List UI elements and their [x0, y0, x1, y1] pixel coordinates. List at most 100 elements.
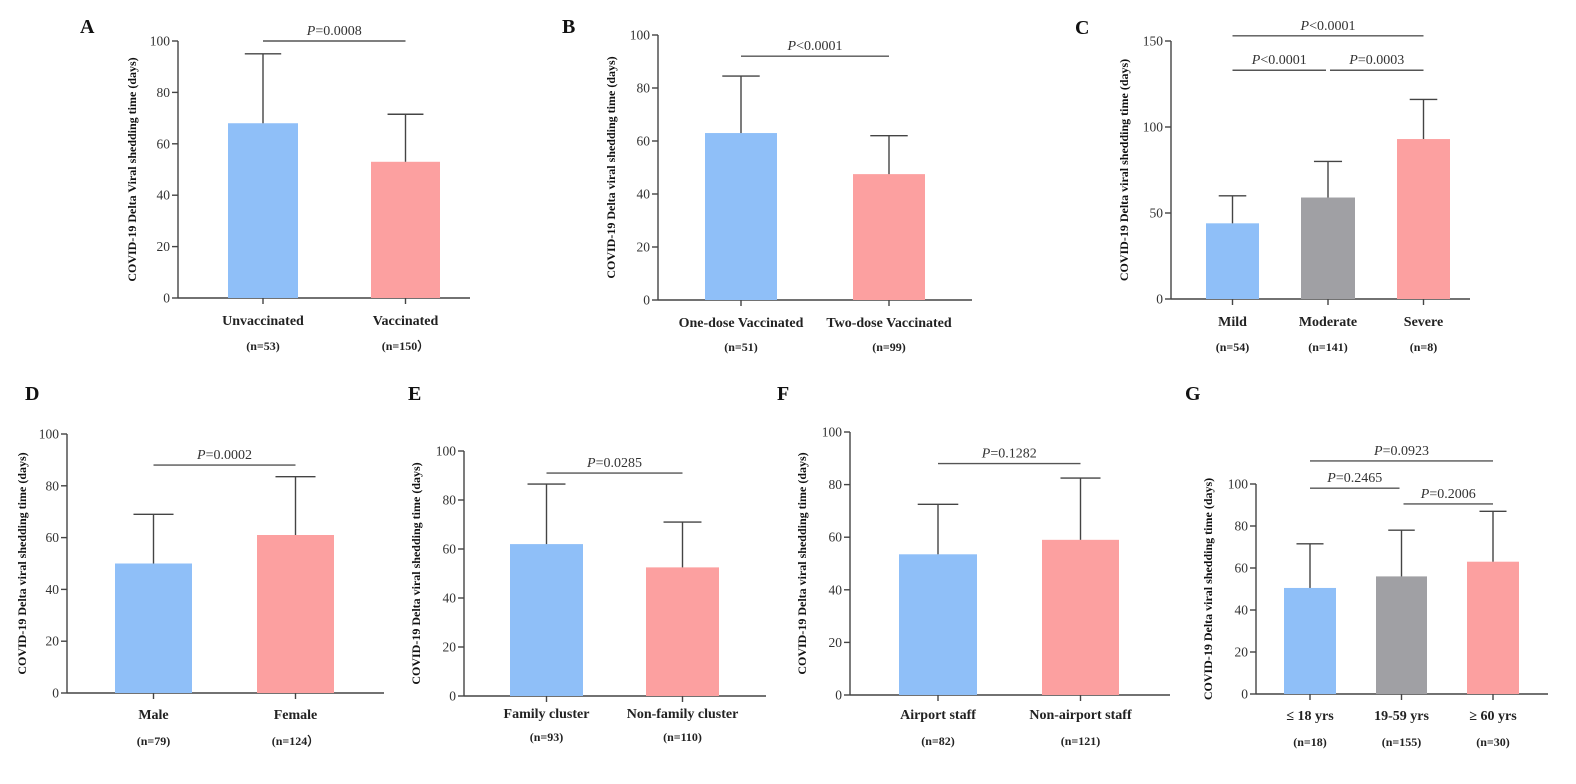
- x-category-label: Two-dose Vaccinated: [826, 316, 952, 331]
- bar: [257, 535, 334, 693]
- p-value-label: P=0.1282: [981, 447, 1037, 462]
- p-value: =0.0285: [596, 456, 642, 471]
- p-symbol: P: [1300, 19, 1310, 34]
- y-axis-label: COVID-19 Delta viral shedding time (days…: [795, 452, 809, 674]
- y-tick-label: 0: [835, 688, 842, 703]
- x-category-label: ≤ 18 yrs: [1286, 709, 1334, 724]
- sample-size-label: (n=93): [530, 730, 564, 744]
- sample-size-label: (n=110): [663, 730, 702, 744]
- p-symbol: P: [787, 39, 797, 54]
- p-symbol: P: [1420, 487, 1430, 502]
- y-tick-label: 0: [52, 686, 59, 701]
- y-tick-label: 100: [436, 444, 457, 459]
- bar: [1042, 539, 1119, 695]
- bar: [228, 123, 298, 299]
- y-tick-label: 0: [1241, 687, 1248, 702]
- y-tick-label: 20: [637, 240, 651, 255]
- x-category-label: Moderate: [1299, 315, 1357, 330]
- y-tick-label: 100: [630, 28, 651, 43]
- y-axis-label: COVID-19 Delta viral shedding time (days…: [1117, 59, 1131, 281]
- y-tick-label: 20: [829, 635, 843, 650]
- p-value: <0.0001: [796, 39, 842, 54]
- p-value-label: P=0.0003: [1348, 53, 1404, 68]
- bar: [853, 174, 925, 300]
- y-tick-label: 60: [1235, 561, 1249, 576]
- panel-letter: C: [1075, 17, 1089, 39]
- p-value-label: P=0.2006: [1420, 487, 1476, 502]
- sample-size-label: (n=150）: [382, 338, 430, 353]
- y-axis-label: COVID-19 Delta viral shedding time (days…: [604, 56, 618, 278]
- panel-b: B COVID-19 Delta viral shedding time (day…: [562, 16, 972, 354]
- x-category-label: Non-family cluster: [627, 707, 739, 722]
- sample-size-label: (n=51): [724, 340, 758, 354]
- bar: [899, 554, 977, 695]
- p-value: =0.0008: [315, 24, 361, 39]
- p-value-label: P=0.2465: [1326, 471, 1382, 486]
- x-category-label: Family cluster: [504, 707, 590, 722]
- sample-size-label: (n=124）: [272, 733, 320, 748]
- y-tick-label: 100: [150, 34, 171, 49]
- y-tick-label: 80: [637, 81, 651, 96]
- y-tick-label: 0: [643, 293, 650, 308]
- y-tick-label: 40: [157, 188, 171, 203]
- y-tick-label: 0: [1156, 292, 1163, 307]
- y-tick-label: 80: [443, 493, 457, 508]
- panel-letter: D: [25, 383, 39, 405]
- x-category-label: Unvaccinated: [222, 314, 304, 329]
- panel-letter: F: [777, 383, 789, 405]
- bar: [1397, 139, 1450, 299]
- x-category-label: 19-59 yrs: [1374, 709, 1429, 724]
- bar: [1301, 197, 1355, 299]
- y-tick-label: 100: [822, 425, 843, 440]
- p-value: =0.1282: [990, 447, 1036, 462]
- x-category-label: Severe: [1404, 315, 1443, 330]
- y-tick-label: 50: [1150, 206, 1164, 221]
- p-value-label: P=0.0002: [196, 448, 252, 463]
- y-axis-label: COVID-19 Delta viral shedding time (days…: [15, 452, 29, 674]
- y-tick-label: 60: [157, 136, 171, 151]
- y-tick-label: 20: [46, 634, 60, 649]
- y-tick-label: 60: [46, 530, 60, 545]
- p-value: =0.0002: [206, 448, 252, 463]
- sample-size-label: (n=155): [1382, 735, 1422, 749]
- sample-size-label: (n=54): [1216, 340, 1250, 354]
- y-tick-label: 100: [1143, 120, 1164, 135]
- x-category-label: Male: [138, 708, 168, 723]
- bar: [646, 567, 719, 696]
- y-tick-label: 20: [443, 640, 457, 655]
- y-tick-label: 20: [157, 239, 171, 254]
- p-value: <0.0001: [1309, 19, 1355, 34]
- y-tick-label: 40: [443, 591, 457, 606]
- p-symbol: P: [981, 447, 991, 462]
- bar: [115, 563, 192, 693]
- y-tick-label: 80: [157, 85, 171, 100]
- y-tick-label: 60: [443, 542, 457, 557]
- panel-d: D COVID-19 Delta viral shedding time (day…: [15, 383, 384, 748]
- x-category-label: Airport staff: [900, 708, 976, 723]
- p-symbol: P: [586, 456, 596, 471]
- p-value-label: P=0.0285: [586, 456, 642, 471]
- p-value: =0.2006: [1429, 487, 1475, 502]
- sample-size-label: (n=8): [1410, 340, 1438, 354]
- y-tick-label: 100: [39, 427, 60, 442]
- p-value-label: P<0.0001: [787, 39, 843, 54]
- sample-size-label: (n=18): [1293, 735, 1327, 749]
- y-tick-label: 80: [829, 477, 843, 492]
- x-category-label: One-dose Vaccinated: [679, 316, 804, 331]
- p-value: =0.0923: [1383, 444, 1429, 459]
- bar: [1467, 561, 1519, 694]
- panel-e: E COVID-19 Delta viral shedding time (day…: [408, 383, 766, 744]
- panel-f: F COVID-19 Delta viral shedding time (day…: [777, 383, 1170, 748]
- sample-size-label: (n=99): [872, 340, 906, 354]
- panel-a: A COVID-19 Delta Viral shedding time (day…: [80, 16, 470, 353]
- y-tick-label: 40: [829, 582, 843, 597]
- sample-size-label: (n=141): [1308, 340, 1348, 354]
- y-tick-label: 80: [1235, 519, 1249, 534]
- p-value-label: P=0.0923: [1373, 444, 1429, 459]
- sample-size-label: (n=53): [246, 339, 280, 353]
- y-tick-label: 80: [46, 478, 60, 493]
- y-axis-label: COVID-19 Delta viral shedding time (days…: [1201, 478, 1215, 700]
- y-tick-label: 20: [1235, 645, 1249, 660]
- bar: [371, 161, 440, 298]
- p-value-label: P<0.0001: [1300, 19, 1356, 34]
